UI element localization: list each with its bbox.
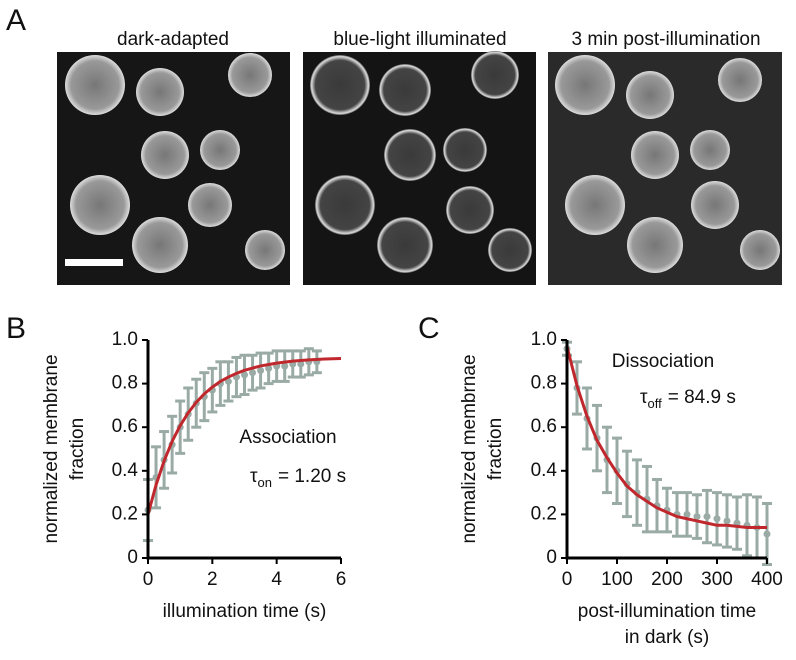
annotation-tau: τon = 1.20 s	[250, 466, 346, 490]
panel-label: B	[6, 312, 26, 345]
y-axis-label: normalized membrnae	[459, 354, 480, 543]
y-tick-label: 0.4	[531, 460, 558, 481]
data-point	[713, 515, 721, 523]
data-point	[763, 530, 771, 538]
data-point	[723, 517, 731, 525]
tau-value: = 1.20 s	[278, 466, 346, 487]
image-caption: dark-adapted	[117, 29, 229, 50]
y-tick-label: 0	[546, 547, 557, 568]
annotation: Dissociation	[612, 351, 714, 372]
y-tick-label: 0.4	[112, 460, 139, 481]
x-axis-label: post-illumination time	[578, 601, 756, 622]
tau-symbol: τ	[250, 466, 258, 487]
x-tick-label: 300	[701, 569, 733, 590]
tau-value: = 84.9 s	[668, 387, 736, 408]
micrograph	[303, 51, 536, 285]
x-tick-label: 0	[143, 569, 154, 590]
data-point	[241, 371, 248, 379]
fit-line	[565, 346, 767, 529]
micrograph	[548, 52, 782, 285]
image-caption: blue-light illuminated	[333, 29, 506, 50]
data-point	[249, 369, 257, 377]
data-point	[265, 364, 273, 372]
tau-subscript: on	[258, 475, 272, 490]
image-caption: 3 min post-illumination	[571, 29, 760, 50]
data-point	[297, 360, 305, 368]
annotation-tau: τoff = 84.9 s	[640, 387, 736, 411]
data-point	[683, 510, 691, 518]
y-tick-label: 0.2	[531, 503, 557, 524]
x-tick-label: 0	[562, 569, 573, 590]
y-tick-label: 0	[127, 547, 138, 568]
annotation: Association	[239, 427, 336, 448]
y-tick-label: 0.8	[112, 373, 138, 394]
data-point	[693, 513, 701, 521]
x-tick-label: 200	[651, 569, 683, 590]
fit-line	[146, 357, 342, 515]
x-tick-label: 2	[207, 569, 218, 590]
x-tick-label: 100	[601, 569, 633, 590]
data-point	[257, 367, 265, 375]
x-axis-label: illumination time (s)	[163, 601, 327, 622]
micrograph	[57, 52, 290, 285]
x-tick-label: 400	[751, 569, 783, 590]
y-axis-label: fraction	[67, 418, 88, 480]
y-tick-label: 1.0	[112, 329, 138, 350]
y-axis-label: normalized membrane	[41, 354, 62, 543]
y-tick-label: 0.6	[112, 416, 138, 437]
tau-symbol: τ	[640, 387, 648, 408]
data-point	[703, 513, 711, 521]
x-tick-label: 4	[271, 569, 282, 590]
y-tick-label: 0.8	[531, 373, 557, 394]
tau-subscript: off	[648, 396, 663, 411]
y-axis-label: fraction	[485, 418, 506, 480]
y-tick-label: 0.2	[112, 503, 138, 524]
y-tick-label: 0.6	[531, 416, 557, 437]
x-tick-label: 6	[336, 569, 347, 590]
x-axis-label: in dark (s)	[625, 627, 709, 648]
data-point	[281, 362, 289, 370]
y-tick-label: 1.0	[531, 329, 557, 350]
panel-label: A	[6, 4, 26, 37]
panel-label: C	[418, 312, 440, 345]
